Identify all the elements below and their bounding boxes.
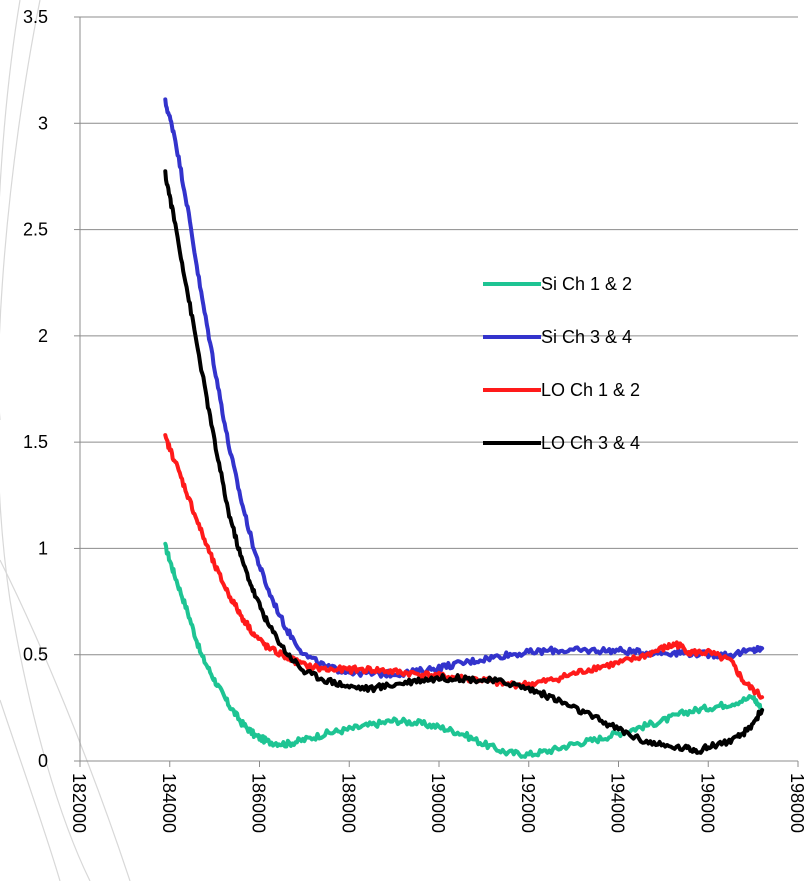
series-lines <box>163 97 765 759</box>
gridlines <box>80 16 798 656</box>
y-tick-label: 3 <box>38 113 48 133</box>
axes: 0 0.5 1 1.5 2 2.5 3 3.5 182000 184000 186000 188000… <box>23 7 807 833</box>
y-tick-label: 3.5 <box>23 7 48 27</box>
x-tick-label: 196000 <box>697 773 717 833</box>
y-tick-label: 0.5 <box>23 645 48 665</box>
legend-label: Si Ch 1 & 2 <box>541 274 632 294</box>
x-tick-label: 188000 <box>338 773 358 833</box>
legend-label: Si Ch 3 & 4 <box>541 327 632 347</box>
y-tick-label: 1 <box>38 538 48 558</box>
series-line-1 <box>163 541 765 759</box>
series-line-2 <box>163 97 765 679</box>
series-line-4 <box>163 169 765 755</box>
legend: Si Ch 1 & 2 Si Ch 3 & 4 LO Ch 1 & 2 LO Ch 3… <box>483 274 640 453</box>
x-tick-label: 186000 <box>249 773 269 833</box>
y-tick-label: 2 <box>38 326 48 346</box>
x-tick-label: 184000 <box>159 773 179 833</box>
y-tick-label: 0 <box>38 751 48 771</box>
x-tick-label: 190000 <box>428 773 448 833</box>
legend-label: LO Ch 3 & 4 <box>541 433 640 453</box>
series-line-3 <box>163 433 765 700</box>
y-tick-label: 2.5 <box>23 220 48 240</box>
x-tick-label: 182000 <box>69 773 89 833</box>
background-decoration <box>0 0 131 881</box>
x-tick-label: 198000 <box>787 773 807 833</box>
x-tick-label: 192000 <box>518 773 538 833</box>
y-tick-label: 1.5 <box>23 432 48 452</box>
legend-label: LO Ch 1 & 2 <box>541 380 640 400</box>
x-tick-label: 194000 <box>608 773 628 833</box>
